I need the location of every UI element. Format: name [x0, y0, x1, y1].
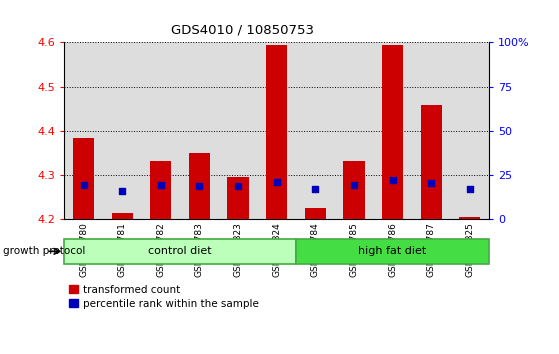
Bar — [228, 177, 249, 219]
Point — [195, 183, 204, 189]
Bar — [420, 105, 442, 219]
Text: GDS4010 / 10850753: GDS4010 / 10850753 — [171, 23, 314, 36]
Text: control diet: control diet — [148, 246, 212, 256]
Point — [157, 183, 165, 188]
Point — [388, 177, 397, 183]
Point — [118, 188, 127, 194]
Point — [311, 187, 320, 192]
Point — [234, 183, 243, 189]
Bar — [189, 153, 210, 219]
Point — [272, 179, 281, 185]
Bar — [382, 45, 403, 219]
Point — [79, 182, 88, 188]
Bar — [266, 45, 287, 219]
Bar — [305, 209, 326, 219]
Bar — [150, 161, 172, 219]
Point — [349, 182, 358, 187]
Text: high fat diet: high fat diet — [358, 246, 427, 256]
Point — [465, 186, 474, 192]
Point — [427, 181, 435, 186]
Bar — [112, 213, 133, 219]
FancyBboxPatch shape — [64, 239, 296, 264]
FancyBboxPatch shape — [296, 239, 489, 264]
Legend: transformed count, percentile rank within the sample: transformed count, percentile rank withi… — [69, 285, 259, 309]
Bar — [73, 138, 94, 219]
Bar — [459, 217, 480, 219]
Bar — [343, 161, 364, 219]
Text: growth protocol: growth protocol — [3, 246, 85, 256]
